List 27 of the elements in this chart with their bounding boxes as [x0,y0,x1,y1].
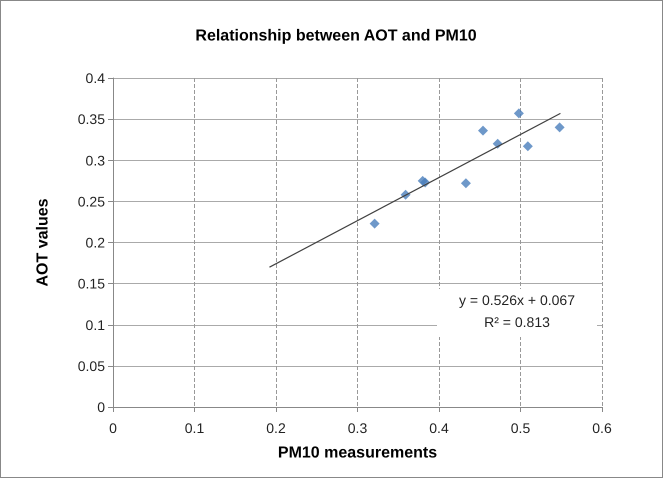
y-tick-label: 0.35 [78,111,106,128]
y-tick-label: 0.1 [86,316,106,333]
x-tick-label: 0.3 [348,420,368,436]
y-axis-title: AOT values [34,198,52,287]
point [554,122,565,132]
point [514,108,524,118]
x-tick-label: 0.4 [429,420,449,436]
point [522,141,533,152]
point [370,218,380,229]
y-tick-label: 0.2 [86,234,106,250]
point [478,126,488,136]
x-tick-label: 0.6 [592,420,612,436]
x-tick-label: 0.2 [266,420,286,436]
chart-title: Relationship between AOT and PM10 [195,28,477,44]
y-tick-label: 0.25 [78,193,106,210]
y-tick-label: 0.15 [78,276,106,292]
y-tick-label: 0 [97,399,106,415]
x-axis-title: PM10 measurements [278,444,438,462]
y-tick-label: 0.05 [78,358,106,374]
x-tick-label: 0.5 [510,420,530,436]
annotation: y = 0.526x + 0.067 [459,292,576,308]
x-tick-label: 0.1 [184,420,204,436]
y-tick-label: 0.3 [86,152,106,168]
y-tick-label: 0.4 [86,70,106,86]
annotation: R² = 0.813 [484,314,550,330]
x-tick-label: 0 [109,420,118,436]
point [460,178,471,188]
